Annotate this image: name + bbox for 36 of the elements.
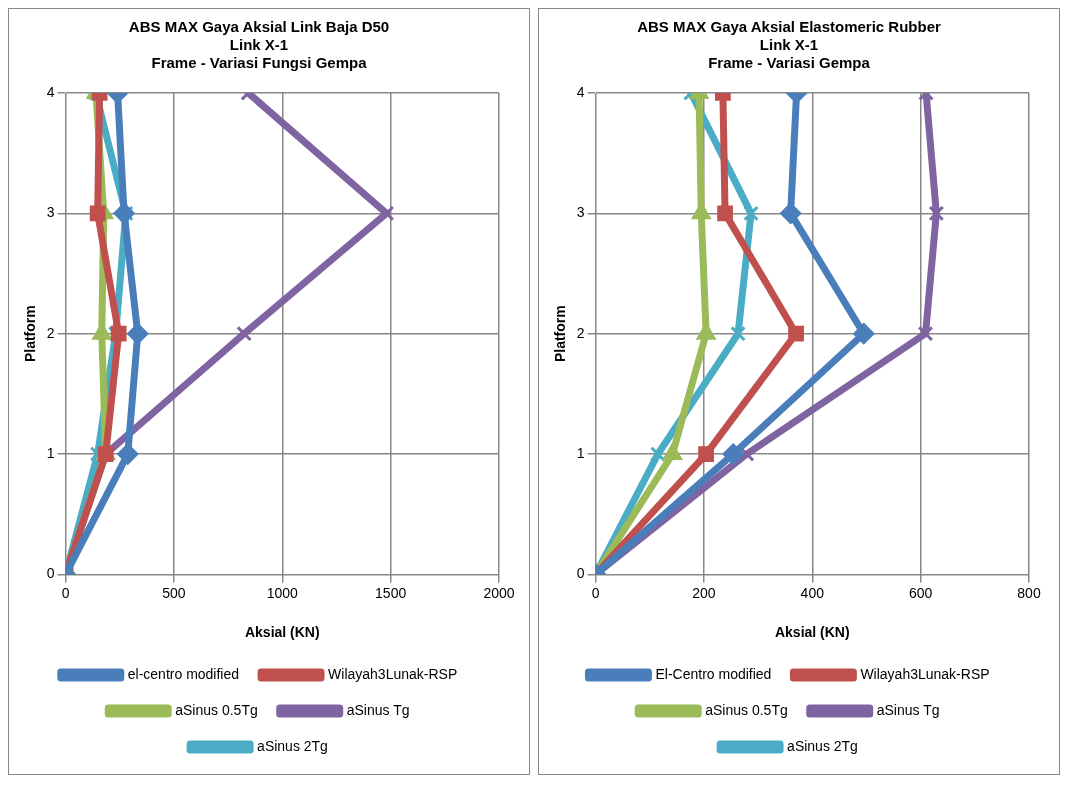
y-tick-label: 0: [576, 565, 585, 582]
legend-label: El-Centro modified: [655, 665, 772, 682]
legend-label: Wilayah3Lunak-RSP: [860, 665, 990, 682]
y-tick-label: 2: [576, 324, 585, 341]
legend-label: aSinus 2Tg: [787, 737, 858, 754]
legend-label: aSinus 0.5Tg: [175, 701, 258, 718]
chart-title: ABS MAX Gaya Aksial Elastomeric Rubber Link X-1 Frame - Variasi Gempa: [637, 18, 942, 72]
legend-label: aSinus Tg: [876, 701, 940, 718]
x-tick-label: 600: [908, 584, 933, 601]
legend-label: el-centro modified: [127, 665, 240, 682]
chart-title: ABS MAX Gaya Aksial Link Baja D50 Link X-1 Frame - Variasi Fungsi Gempa: [128, 18, 390, 72]
legend-label: Wilayah3Lunak-RSP: [328, 665, 458, 682]
x-tick-label: 200: [692, 584, 716, 601]
x-tick-label: 2000: [483, 584, 515, 601]
y-tick-label: 3: [576, 204, 585, 221]
x-tick-label: 400: [800, 584, 825, 601]
legend-label: aSinus 0.5Tg: [705, 701, 788, 718]
y-tick-label: 1: [576, 444, 585, 461]
y-tick-label: 1: [46, 444, 55, 461]
x-axis-title: Aksial (KN): [244, 624, 320, 641]
y-tick-label: 4: [576, 83, 585, 100]
x-axis-title: Aksial (KN): [774, 624, 850, 641]
x-tick-label: 1500: [375, 584, 407, 601]
y-tick-label: 4: [46, 83, 55, 100]
y-axis-title: Platform: [552, 305, 569, 363]
y-tick-label: 2: [46, 324, 55, 341]
y-tick-label: 3: [46, 204, 55, 221]
y-axis-title: Platform: [22, 305, 39, 363]
x-tick-label: 1000: [266, 584, 299, 601]
legend-label: aSinus Tg: [346, 701, 410, 718]
x-tick-label: 0: [591, 584, 600, 601]
x-tick-label: 0: [61, 584, 70, 601]
x-tick-label: 800: [1017, 584, 1041, 601]
x-tick-label: 500: [162, 584, 186, 601]
y-tick-label: 0: [46, 565, 55, 582]
legend-label: aSinus 2Tg: [257, 737, 328, 754]
